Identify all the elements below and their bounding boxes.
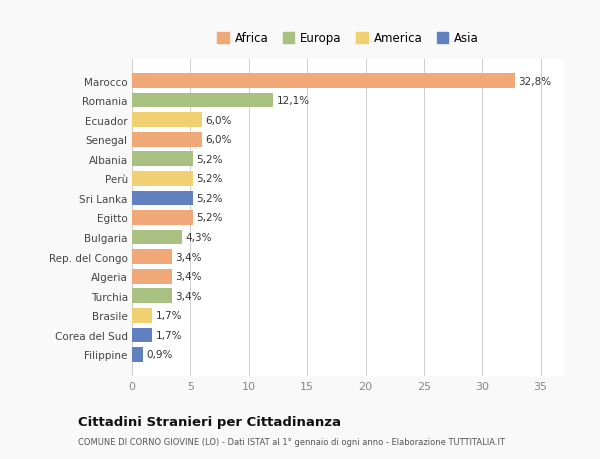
Bar xyxy=(132,74,515,89)
Text: 32,8%: 32,8% xyxy=(518,76,551,86)
Text: 5,2%: 5,2% xyxy=(196,174,223,184)
Text: 0,9%: 0,9% xyxy=(146,350,172,360)
Bar xyxy=(132,347,143,362)
Text: COMUNE DI CORNO GIOVINE (LO) - Dati ISTAT al 1° gennaio di ogni anno - Elaborazi: COMUNE DI CORNO GIOVINE (LO) - Dati ISTA… xyxy=(78,437,505,446)
Bar xyxy=(132,152,193,167)
Text: 1,7%: 1,7% xyxy=(155,330,182,340)
Bar xyxy=(132,328,152,342)
Text: 5,2%: 5,2% xyxy=(196,213,223,223)
Legend: Africa, Europa, America, Asia: Africa, Europa, America, Asia xyxy=(212,28,484,50)
Bar xyxy=(132,230,182,245)
Text: 5,2%: 5,2% xyxy=(196,194,223,203)
Bar xyxy=(132,250,172,264)
Text: 1,7%: 1,7% xyxy=(155,311,182,321)
Text: 6,0%: 6,0% xyxy=(206,135,232,145)
Bar xyxy=(132,211,193,225)
Bar xyxy=(132,269,172,284)
Bar xyxy=(132,289,172,303)
Text: 6,0%: 6,0% xyxy=(206,115,232,125)
Text: 4,3%: 4,3% xyxy=(186,233,212,242)
Bar xyxy=(132,191,193,206)
Bar xyxy=(132,308,152,323)
Text: 3,4%: 3,4% xyxy=(175,291,202,301)
Text: 12,1%: 12,1% xyxy=(277,96,310,106)
Text: 3,4%: 3,4% xyxy=(175,252,202,262)
Bar xyxy=(132,172,193,186)
Bar xyxy=(132,94,273,108)
Bar xyxy=(132,113,202,128)
Text: 3,4%: 3,4% xyxy=(175,272,202,281)
Bar xyxy=(132,133,202,147)
Text: 5,2%: 5,2% xyxy=(196,155,223,164)
Text: Cittadini Stranieri per Cittadinanza: Cittadini Stranieri per Cittadinanza xyxy=(78,415,341,428)
